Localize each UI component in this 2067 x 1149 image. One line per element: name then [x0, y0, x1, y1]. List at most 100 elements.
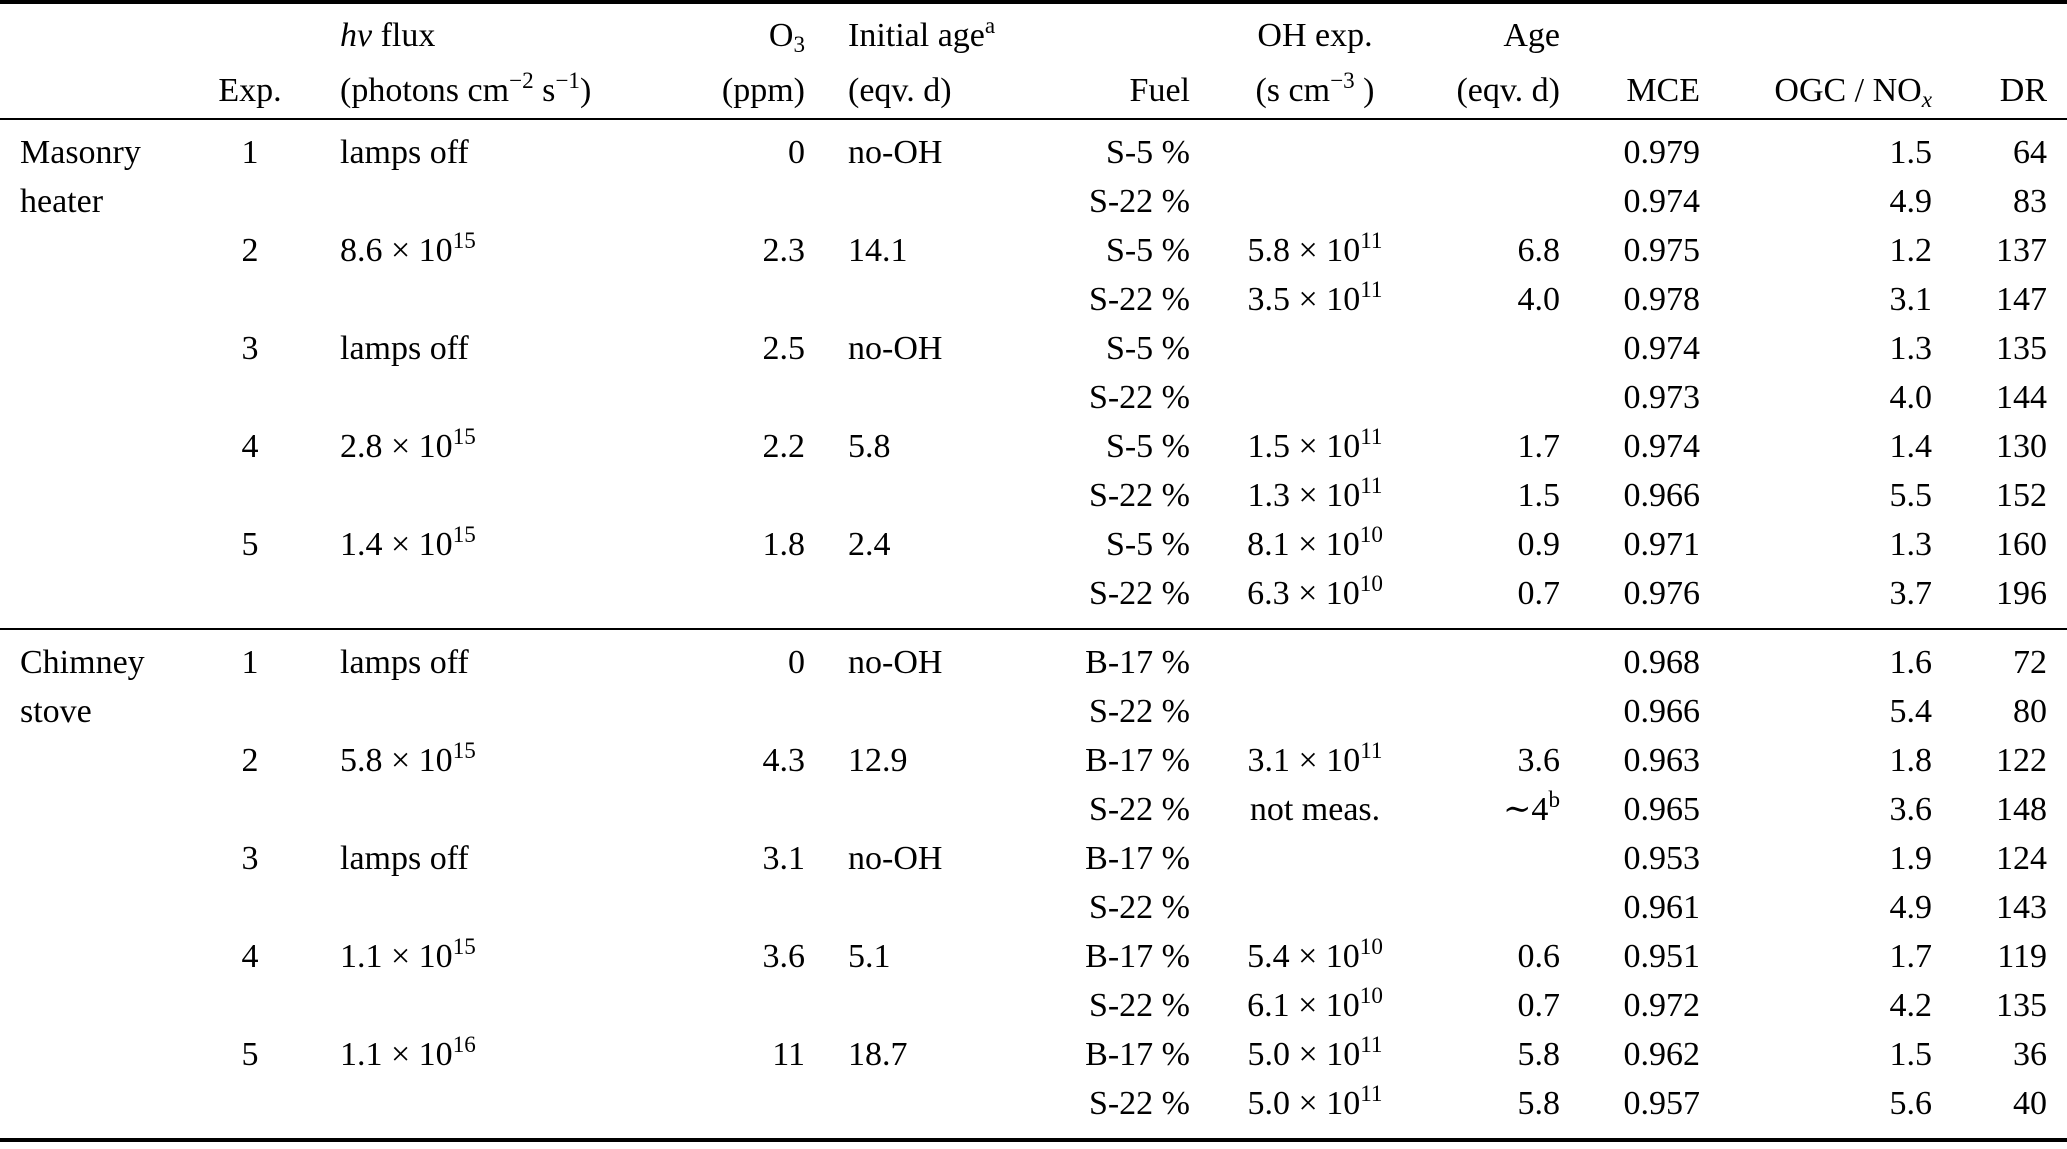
- cell-o3: 2.3: [762, 232, 806, 269]
- cell-initial-age: no-OH: [848, 134, 943, 171]
- header-ogc-nox-line2: OGC / NOx: [1774, 72, 1932, 113]
- cell-initial-age: [805, 471, 1050, 520]
- cell-age: 0.6: [1517, 938, 1561, 975]
- cell-mce: 0.974: [1623, 183, 1701, 220]
- cell-fuel: S-22 %: [1088, 575, 1190, 612]
- cell-dr: 135: [1996, 987, 2047, 1024]
- cell-initial-age: no-OH: [848, 330, 943, 367]
- cell-initial-age: [805, 275, 1050, 324]
- section-chimney-stove: Chimney stove 1 lamps off 0 no-OH B-17 % 0.968…: [0, 629, 2067, 1140]
- cell-oh-exp: 1.5 × 1011: [1247, 424, 1383, 465]
- header-row-2: Exp. (photons cm−2 s−1) (ppm) (eqv. d) Fuel (…: [0, 63, 2067, 119]
- cell-oh-exp: 8.1 × 1010: [1247, 522, 1383, 563]
- cell-exp: 2: [241, 232, 259, 269]
- cell-oh-exp: [1190, 629, 1440, 687]
- cell-fuel: B-17 %: [1085, 938, 1190, 975]
- cell-flux: [295, 471, 650, 520]
- cell-fuel: B-17 %: [1085, 644, 1190, 681]
- cell-dr: 148: [1996, 791, 2047, 828]
- cell-exp: [205, 177, 295, 226]
- cell-flux: [295, 569, 650, 629]
- cell-age: 0.9: [1517, 526, 1561, 563]
- table-row: Masonry heater 1 lamps off 0 no-OH S-5 % 0.979…: [0, 119, 2067, 220]
- cell-exp: [205, 883, 295, 932]
- cell-exp: [205, 1079, 295, 1140]
- cell-mce: 0.951: [1623, 938, 1701, 975]
- table-row: S-22 % 1.3 × 1011 1.5 0.966 5.5 152: [0, 471, 2067, 520]
- table-row: 2 8.6 × 1015 2.3 14.1 S-5 % 5.8 × 1011 6.8 0.97…: [0, 226, 2067, 275]
- cell-mce: 0.975: [1623, 232, 1701, 269]
- cell-age: [1440, 629, 1560, 687]
- table-row: S-22 % 0.973 4.0 144: [0, 373, 2067, 422]
- cell-oh-exp: [1190, 687, 1440, 736]
- cell-mce: 0.961: [1623, 889, 1701, 926]
- cell-mce: 0.953: [1623, 840, 1701, 877]
- cell-oh-exp: 6.1 × 1010: [1247, 983, 1383, 1024]
- cell-flux: lamps off: [340, 330, 469, 367]
- cell-age: 0.7: [1517, 987, 1561, 1024]
- header-fuel-line2: Fuel: [1129, 72, 1190, 109]
- cell-flux: lamps off: [340, 644, 469, 681]
- table-row: 4 1.1 × 1015 3.6 5.1 B-17 % 5.4 × 1010 0.6 0.95…: [0, 932, 2067, 981]
- cell-age: 3.6: [1517, 742, 1561, 779]
- table-row: 4 2.8 × 1015 2.2 5.8 S-5 % 1.5 × 1011 1.7 0.974…: [0, 422, 2067, 471]
- cell-exp: 5: [241, 526, 259, 563]
- cell-flux: [295, 177, 650, 226]
- cell-mce: 0.971: [1623, 526, 1701, 563]
- table-row: 3 lamps off 2.5 no-OH S-5 % 0.974 1.3 135: [0, 324, 2067, 373]
- header-initial-age-line2: (eqv. d): [848, 72, 952, 109]
- cell-flux: lamps off: [340, 134, 469, 171]
- cell-ogc-nox: 4.2: [1889, 987, 1933, 1024]
- cell-age: 1.5: [1517, 477, 1561, 514]
- cell-fuel: S-22 %: [1088, 183, 1190, 220]
- cell-oh-exp: 6.3 × 1010: [1247, 571, 1383, 612]
- cell-o3: 4.3: [762, 742, 806, 779]
- cell-dr: 152: [1996, 477, 2047, 514]
- cell-o3: [650, 687, 805, 736]
- cell-dr: 135: [1996, 330, 2047, 367]
- cell-exp: 3: [241, 840, 259, 877]
- cell-o3: [650, 785, 805, 834]
- section-masonry-heater: Masonry heater 1 lamps off 0 no-OH S-5 % 0.979…: [0, 119, 2067, 629]
- row-group-label: Masonry heater: [20, 134, 141, 220]
- cell-dr: 40: [2013, 1085, 2047, 1122]
- cell-ogc-nox: 3.6: [1889, 791, 1933, 828]
- cell-age: [1440, 119, 1560, 177]
- cell-oh-exp: 5.0 × 1011: [1247, 1081, 1383, 1122]
- table-row: 5 1.1 × 1016 11 18.7 B-17 % 5.0 × 1011 5.8 0.96…: [0, 1030, 2067, 1079]
- cell-flux: 5.8 × 1015: [340, 738, 476, 779]
- cell-o3: [650, 981, 805, 1030]
- cell-fuel: S-22 %: [1088, 379, 1190, 416]
- cell-mce: 0.974: [1623, 330, 1701, 367]
- cell-flux: [295, 373, 650, 422]
- cell-age: 4.0: [1517, 281, 1561, 318]
- cell-o3: [650, 373, 805, 422]
- cell-flux: [295, 883, 650, 932]
- cell-flux: [295, 275, 650, 324]
- cell-o3: [650, 471, 805, 520]
- header-flux-line1: hν flux: [340, 17, 436, 54]
- cell-age: 1.7: [1517, 428, 1561, 465]
- cell-ogc-nox: 1.5: [1889, 1036, 1933, 1073]
- cell-fuel: S-22 %: [1088, 791, 1190, 828]
- cell-fuel: S-22 %: [1088, 889, 1190, 926]
- cell-mce: 0.978: [1623, 281, 1701, 318]
- cell-mce: 0.972: [1623, 987, 1701, 1024]
- cell-ogc-nox: 1.8: [1889, 742, 1933, 779]
- cell-mce: 0.966: [1623, 693, 1701, 730]
- cell-ogc-nox: 3.1: [1889, 281, 1933, 318]
- cell-o3: 2.5: [762, 330, 806, 367]
- cell-initial-age: [805, 569, 1050, 629]
- cell-oh-exp: 5.0 × 1011: [1247, 1032, 1383, 1073]
- cell-exp: [205, 275, 295, 324]
- cell-mce: 0.974: [1623, 428, 1701, 465]
- cell-exp: [205, 471, 295, 520]
- cell-fuel: S-22 %: [1088, 693, 1190, 730]
- table-row: 2 5.8 × 1015 4.3 12.9 B-17 % 3.1 × 1011 3.6 0.9…: [0, 736, 2067, 785]
- cell-oh-exp: 3.5 × 1011: [1247, 277, 1383, 318]
- cell-ogc-nox: 5.6: [1889, 1085, 1933, 1122]
- cell-flux: [295, 981, 650, 1030]
- cell-initial-age: 5.1: [848, 938, 891, 975]
- cell-age: [1440, 373, 1560, 422]
- cell-ogc-nox: 1.9: [1889, 840, 1933, 877]
